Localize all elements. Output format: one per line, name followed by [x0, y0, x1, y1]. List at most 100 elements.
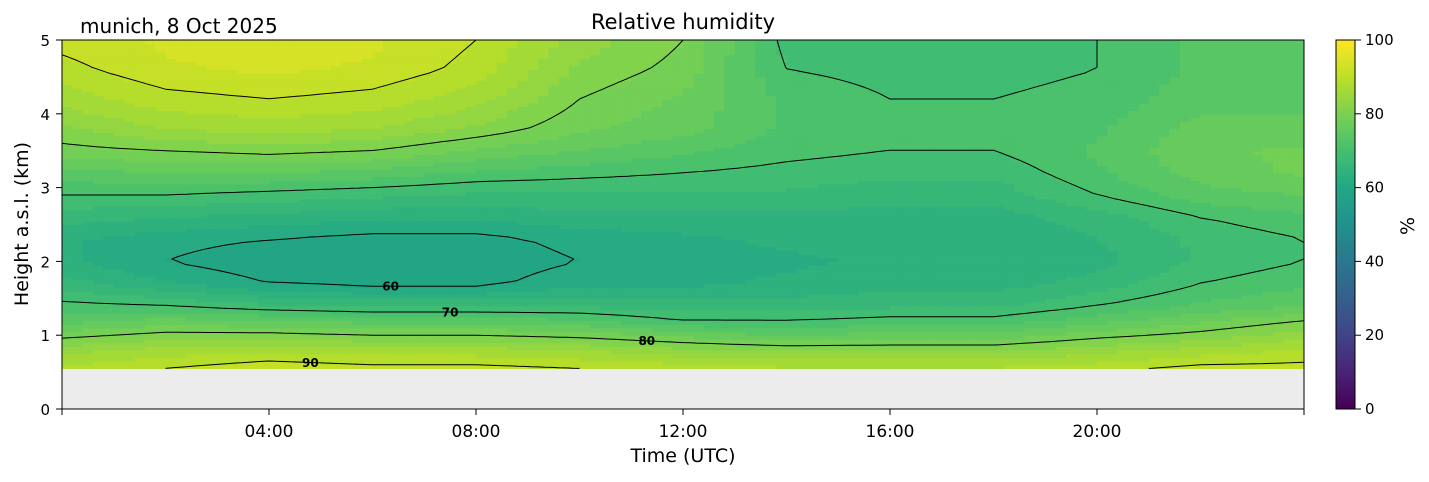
heatmap-cell [155, 349, 167, 355]
heatmap-cell [62, 309, 73, 314]
heatmap-cell [206, 95, 218, 100]
heatmap-cell [320, 128, 332, 133]
heatmap-cell [72, 239, 84, 244]
heatmap-cell [558, 217, 570, 222]
heatmap-cell [434, 143, 446, 148]
heatmap-cell [589, 43, 601, 48]
heatmap-cell [517, 324, 529, 329]
heatmap-cell [486, 76, 498, 82]
heatmap-cell [589, 84, 601, 89]
heatmap-cell [486, 69, 498, 74]
heatmap-cell [538, 113, 550, 119]
heatmap-cell [424, 349, 436, 355]
heatmap-cell [434, 364, 446, 370]
heatmap-cell [465, 106, 477, 111]
heatmap-cell [486, 147, 498, 152]
heatmap-cell [486, 220, 498, 226]
heatmap-cell [424, 198, 436, 203]
heatmap-cell [589, 331, 601, 336]
heatmap-cell [269, 364, 280, 370]
heatmap-cell [155, 283, 167, 288]
heatmap-cell [403, 169, 415, 174]
heatmap-cell [237, 209, 249, 215]
heatmap-cell [279, 69, 291, 74]
heatmap-cell [103, 150, 115, 155]
heatmap-cell [600, 43, 612, 48]
heatmap-cell [289, 298, 301, 303]
heatmap-cell [569, 180, 581, 185]
heatmap-cell [217, 206, 229, 211]
heatmap-cell [538, 62, 550, 67]
heatmap-cell [72, 121, 84, 126]
heatmap-cell [455, 139, 467, 144]
heatmap-cell [310, 346, 322, 351]
heatmap-cell [527, 331, 539, 336]
heatmap-cell [424, 298, 436, 303]
heatmap-cell [517, 283, 529, 288]
heatmap-cell [103, 58, 115, 63]
heatmap-cell [165, 290, 177, 296]
heatmap-cell [300, 206, 311, 211]
heatmap-cell [393, 58, 405, 63]
heatmap-cell [476, 364, 487, 370]
heatmap-cell [455, 316, 467, 322]
heatmap-cell [237, 106, 249, 111]
heatmap-cell [507, 132, 518, 137]
heatmap-cell [186, 95, 198, 100]
heatmap-cell [589, 73, 601, 78]
heatmap-cell [227, 202, 239, 207]
heatmap-cell [455, 327, 467, 333]
heatmap-cell [507, 346, 518, 351]
heatmap-cells [62, 40, 1304, 370]
heatmap-cell [237, 143, 249, 148]
heatmap-cell [465, 364, 477, 370]
heatmap-cell [175, 124, 187, 130]
heatmap-cell [134, 242, 146, 248]
heatmap-cell [600, 283, 612, 288]
heatmap-cell [124, 54, 136, 60]
heatmap-cell [507, 102, 518, 108]
heatmap-cell [517, 180, 529, 185]
heatmap-cell [341, 62, 353, 67]
heatmap-cell [62, 80, 73, 85]
heatmap-cell [496, 128, 508, 133]
heatmap-cell [455, 338, 467, 344]
heatmap-cell [113, 80, 125, 85]
heatmap-cell [579, 224, 591, 229]
heatmap-cell [589, 283, 601, 288]
heatmap-cell [237, 76, 249, 82]
heatmap-cell [558, 279, 570, 285]
heatmap-cell [527, 246, 539, 251]
heatmap-cell [589, 80, 601, 85]
heatmap-cell [217, 242, 229, 248]
heatmap-cell [558, 65, 570, 71]
heatmap-cell [351, 290, 363, 296]
heatmap-cell [134, 213, 146, 218]
heatmap-cell [424, 239, 436, 244]
heatmap-cell [527, 206, 539, 211]
heatmap-cell [517, 239, 529, 244]
heatmap-cell [351, 62, 363, 67]
heatmap-cell [372, 294, 384, 299]
heatmap-cell [362, 150, 374, 155]
heatmap-cell [258, 51, 270, 56]
heatmap-cell [175, 331, 187, 336]
heatmap-cell [403, 73, 415, 78]
heatmap-cell [258, 135, 270, 141]
heatmap-cell [538, 228, 550, 233]
heatmap-cell [610, 246, 622, 251]
heatmap-cell [507, 169, 518, 174]
heatmap-cell [403, 51, 415, 56]
heatmap-cell [258, 124, 270, 130]
heatmap-cell [331, 51, 343, 56]
heatmap-cell [237, 298, 249, 303]
heatmap-cell [569, 51, 581, 56]
heatmap-cell [424, 261, 436, 266]
heatmap-cell [455, 132, 467, 137]
heatmap-cell [351, 254, 363, 259]
heatmap-cell [320, 76, 332, 82]
heatmap-cell [289, 117, 301, 122]
heatmap-cell [413, 80, 425, 85]
heatmap-cell [196, 301, 208, 307]
heatmap-cell [269, 228, 280, 233]
